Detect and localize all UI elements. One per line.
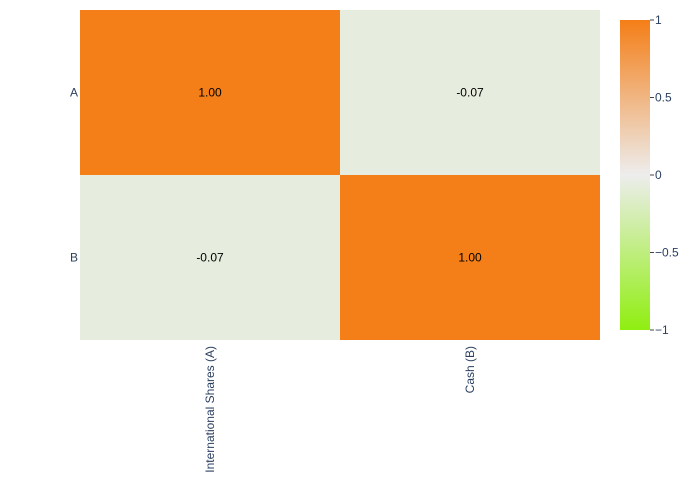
colorbar-tick-label: 1 [655, 13, 662, 27]
colorbar-tick-label: 0 [655, 168, 662, 182]
cell-value-label: -0.07 [196, 251, 224, 265]
y-tick-label: B [70, 251, 78, 265]
heatmap-cell-labels: 1.00 -0.07 -0.07 1.00 [196, 86, 484, 265]
x-axis-ticks: International Shares (A) Cash (B) [203, 346, 477, 473]
y-axis-ticks: AB [70, 86, 78, 265]
x-tick-label: Cash (B) [463, 346, 477, 393]
colorbar-tick-label: −1 [655, 323, 669, 337]
colorbar-tick-label: −0.5 [655, 246, 679, 260]
heatmap-cell [340, 175, 600, 340]
colorbar-tick-label: 0.5 [655, 91, 672, 105]
colorbar-gradient [620, 20, 650, 330]
cell-value-label: -0.07 [456, 86, 484, 100]
cell-value-label: 1.00 [198, 86, 222, 100]
heatmap-cell [80, 10, 340, 175]
cell-value-label: 1.00 [458, 251, 482, 265]
heatmap-cell [80, 175, 340, 340]
y-tick-label: A [70, 86, 78, 100]
heatmap-cell [340, 10, 600, 175]
colorbar: 1 0.5 0 −0.5 −1 [620, 13, 679, 337]
x-tick-label: International Shares (A) [203, 346, 217, 473]
heatmap-cells [80, 10, 600, 340]
